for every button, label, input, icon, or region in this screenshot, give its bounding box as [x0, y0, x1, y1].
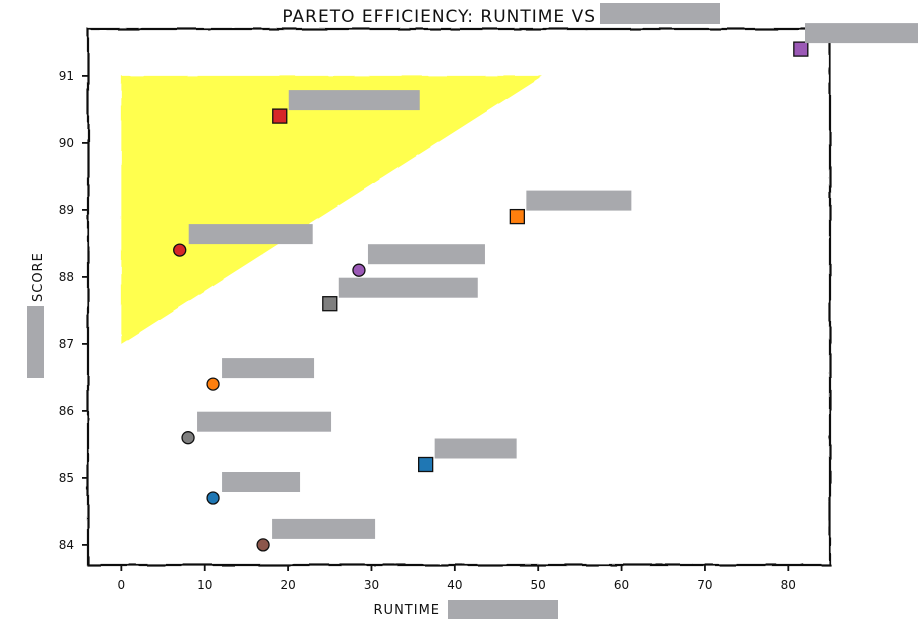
x-axis-ticks: 0 10 20 30 40 50 60 70 80: [118, 565, 796, 592]
redacted-point-label: [222, 472, 301, 492]
redacted-x-axis-unit: [448, 600, 558, 619]
y-tick-label: 84: [59, 538, 74, 552]
redacted-point-label: [805, 23, 918, 44]
data-point-square: [272, 108, 288, 124]
redacted-point-label: [197, 411, 332, 432]
redacted-point-label: [367, 244, 485, 265]
plot-area-frame: [86, 27, 832, 567]
redacted-point-label: [526, 190, 632, 211]
x-tick-label: 60: [614, 578, 629, 592]
pareto-region: [121, 75, 543, 344]
data-point-circle: [206, 491, 220, 505]
data-points: [173, 23, 918, 552]
x-tick-label: 80: [781, 578, 796, 592]
data-point-square: [322, 296, 338, 312]
y-axis-ticks: 84 85 86 87 88 89 90 91: [59, 69, 88, 552]
chart-title: PARETO EFFICIENCY: RUNTIME VS: [282, 7, 596, 27]
data-point-square: [509, 208, 526, 225]
x-tick-label: 20: [280, 578, 295, 592]
redacted-point-label: [272, 518, 376, 539]
x-tick-label: 40: [447, 578, 462, 592]
y-axis-label: SCORE: [31, 252, 46, 302]
data-point-circle: [352, 263, 366, 277]
data-point-square: [418, 456, 434, 473]
y-tick-label: 85: [59, 471, 74, 485]
x-tick-label: 0: [118, 578, 126, 592]
redacted-point-label: [188, 224, 313, 245]
y-tick-label: 86: [59, 404, 74, 418]
x-tick-label: 30: [364, 578, 379, 592]
data-point-circle: [173, 243, 187, 257]
redacted-y-axis-unit: [27, 306, 44, 378]
y-tick-label: 88: [59, 270, 74, 284]
pareto-highlight-region: [121, 75, 543, 344]
data-point-circle: [206, 377, 220, 391]
redacted-point-label: [222, 358, 315, 379]
y-tick-label: 90: [59, 136, 74, 150]
x-tick-label: 10: [197, 578, 212, 592]
x-tick-label: 50: [531, 578, 546, 592]
redacted-point-label: [434, 438, 517, 459]
redacted-point-label: [338, 277, 478, 298]
y-tick-label: 89: [59, 203, 74, 217]
data-point-circle: [256, 538, 270, 552]
x-axis-label: RUNTIME: [374, 603, 440, 618]
y-tick-label: 87: [59, 337, 74, 351]
data-point-square: [793, 41, 809, 57]
y-tick-label: 91: [59, 69, 74, 83]
redacted-title-suffix: [600, 3, 720, 24]
redacted-point-label: [288, 90, 420, 111]
x-tick-label: 70: [697, 578, 712, 592]
data-point-circle: [181, 431, 195, 445]
